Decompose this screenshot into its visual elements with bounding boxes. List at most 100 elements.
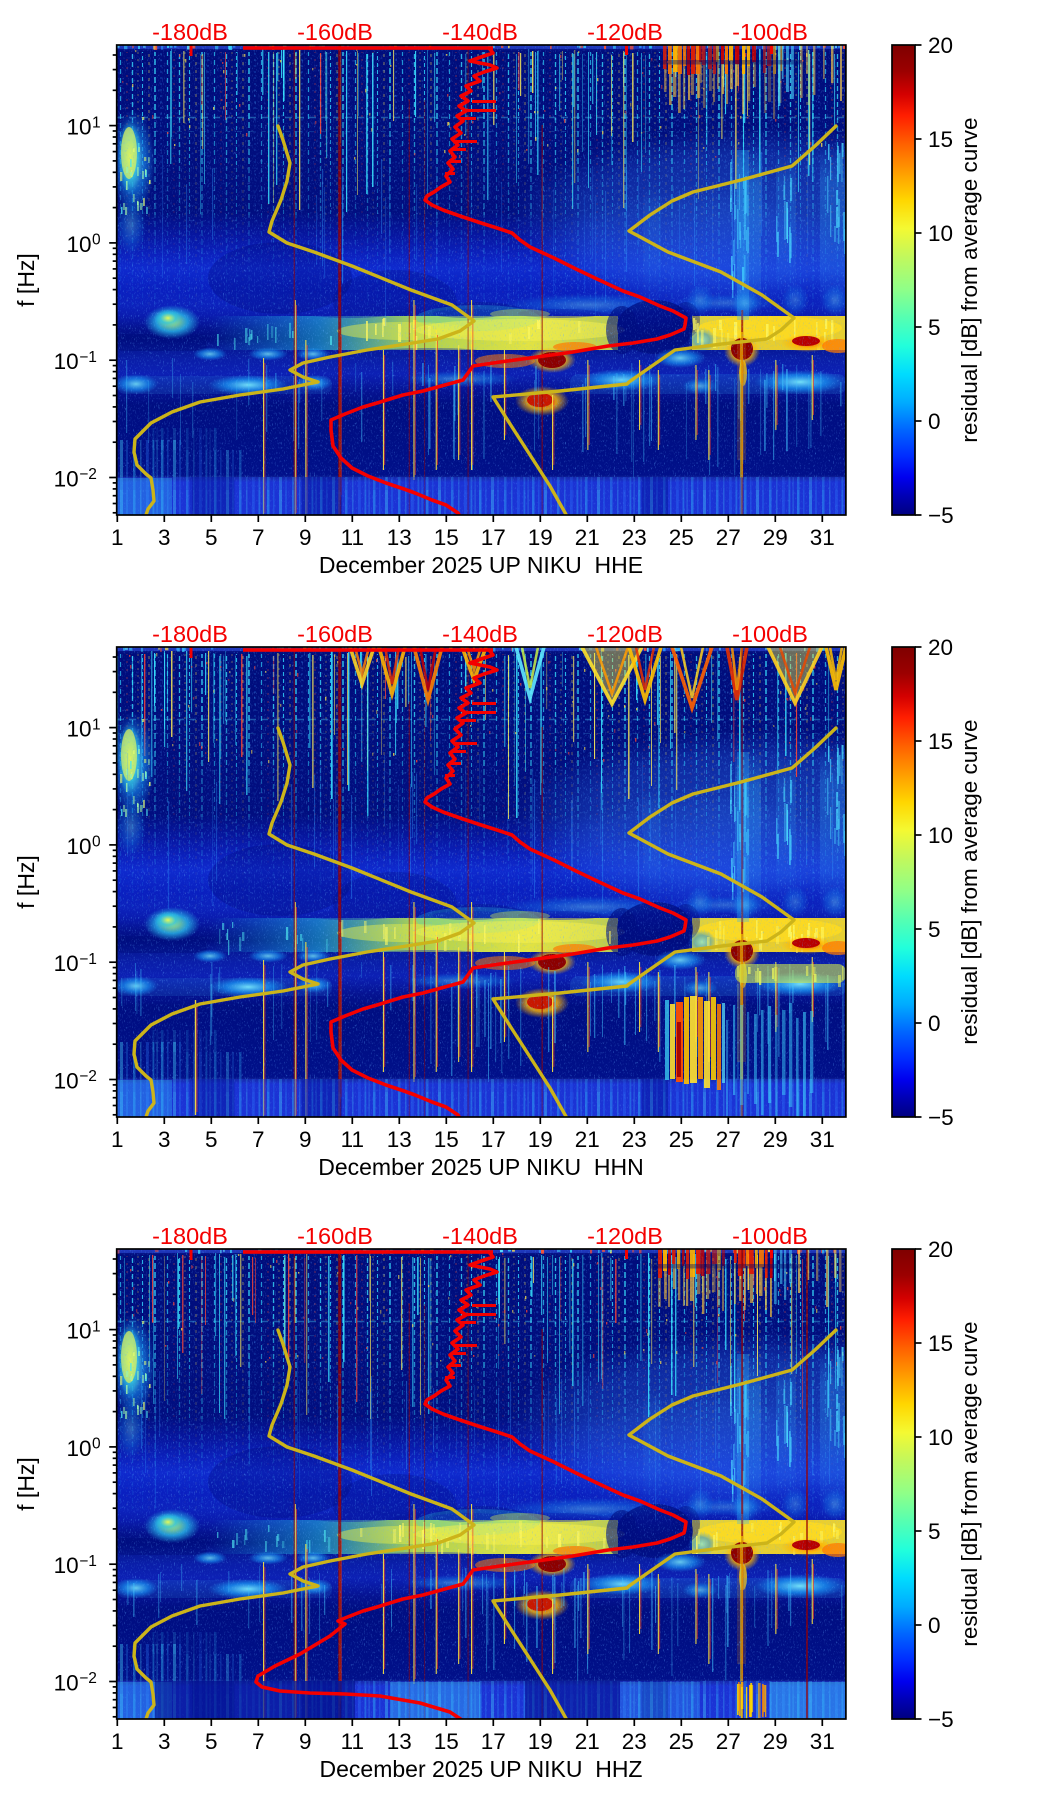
- svg-text:31: 31: [810, 1729, 835, 1754]
- svg-text:−1: −1: [79, 349, 97, 366]
- svg-text:-100dB: -100dB: [732, 621, 808, 647]
- svg-text:1: 1: [111, 1729, 124, 1754]
- svg-text:21: 21: [575, 525, 600, 550]
- svg-text:29: 29: [763, 1729, 788, 1754]
- svg-text:-160dB: -160dB: [297, 621, 373, 647]
- svg-text:15: 15: [928, 1331, 953, 1356]
- svg-text:0: 0: [92, 1436, 101, 1453]
- svg-text:-160dB: -160dB: [297, 1223, 373, 1249]
- svg-text:1: 1: [92, 114, 101, 131]
- svg-text:25: 25: [669, 1729, 694, 1754]
- svg-text:10: 10: [54, 951, 79, 976]
- svg-text:10: 10: [66, 717, 91, 742]
- svg-text:residual [dB] from average cur: residual [dB] from average curve: [957, 117, 982, 442]
- svg-text:5: 5: [928, 917, 941, 942]
- svg-text:−5: −5: [928, 1707, 954, 1732]
- svg-text:1: 1: [111, 525, 124, 550]
- svg-text:3: 3: [158, 525, 171, 550]
- svg-text:9: 9: [299, 1729, 312, 1754]
- svg-text:5: 5: [928, 315, 941, 340]
- svg-text:23: 23: [622, 1729, 647, 1754]
- svg-text:-120dB: -120dB: [587, 621, 663, 647]
- svg-text:11: 11: [341, 1127, 364, 1152]
- svg-text:−1: −1: [79, 1553, 97, 1570]
- svg-text:21: 21: [575, 1127, 600, 1152]
- svg-text:10: 10: [54, 1671, 79, 1696]
- svg-text:0: 0: [92, 834, 101, 851]
- svg-text:0: 0: [92, 232, 101, 249]
- svg-text:-180dB: -180dB: [152, 19, 228, 45]
- svg-text:7: 7: [252, 1127, 265, 1152]
- svg-text:5: 5: [205, 525, 218, 550]
- svg-text:27: 27: [716, 1127, 741, 1152]
- svg-text:-140dB: -140dB: [442, 19, 518, 45]
- svg-text:0: 0: [928, 1011, 941, 1036]
- svg-text:27: 27: [716, 1729, 741, 1754]
- svg-text:1: 1: [92, 716, 101, 733]
- svg-text:10: 10: [66, 232, 91, 257]
- svg-text:3: 3: [158, 1729, 171, 1754]
- svg-text:15: 15: [928, 127, 953, 152]
- svg-text:7: 7: [252, 1729, 265, 1754]
- svg-text:19: 19: [528, 1127, 553, 1152]
- svg-text:23: 23: [622, 1127, 647, 1152]
- svg-text:29: 29: [763, 525, 788, 550]
- svg-text:0: 0: [928, 1613, 941, 1638]
- svg-text:13: 13: [387, 525, 412, 550]
- svg-text:21: 21: [575, 1729, 600, 1754]
- svg-text:10: 10: [928, 823, 953, 848]
- svg-text:−1: −1: [79, 951, 97, 968]
- svg-text:9: 9: [299, 525, 312, 550]
- svg-text:25: 25: [669, 1127, 694, 1152]
- svg-text:−5: −5: [928, 1105, 954, 1130]
- svg-text:13: 13: [387, 1729, 412, 1754]
- svg-text:17: 17: [481, 1729, 506, 1754]
- svg-text:residual [dB] from average cur: residual [dB] from average curve: [957, 1321, 982, 1646]
- svg-text:10: 10: [54, 467, 79, 492]
- svg-text:3: 3: [158, 1127, 171, 1152]
- svg-text:25: 25: [669, 525, 694, 550]
- svg-text:27: 27: [716, 525, 741, 550]
- svg-text:17: 17: [481, 525, 506, 550]
- svg-text:f [Hz]: f [Hz]: [13, 253, 39, 307]
- svg-text:31: 31: [810, 1127, 835, 1152]
- svg-text:10: 10: [54, 1069, 79, 1094]
- svg-text:f [Hz]: f [Hz]: [13, 1457, 39, 1511]
- svg-text:-120dB: -120dB: [587, 19, 663, 45]
- svg-text:−5: −5: [928, 503, 954, 528]
- svg-text:23: 23: [622, 525, 647, 550]
- svg-text:-180dB: -180dB: [152, 1223, 228, 1249]
- svg-text:10: 10: [54, 349, 79, 374]
- svg-text:December 2025 UP NIKU HHN: December 2025 UP NIKU HHN: [318, 1154, 644, 1180]
- svg-text:19: 19: [528, 1729, 553, 1754]
- svg-text:December 2025 UP NIKU HHZ: December 2025 UP NIKU HHZ: [320, 1756, 643, 1782]
- svg-text:9: 9: [299, 1127, 312, 1152]
- svg-text:5: 5: [928, 1519, 941, 1544]
- svg-text:11: 11: [341, 1729, 364, 1754]
- svg-text:10: 10: [66, 1436, 91, 1461]
- svg-text:17: 17: [481, 1127, 506, 1152]
- svg-text:20: 20: [928, 33, 953, 58]
- svg-text:1: 1: [92, 1318, 101, 1335]
- svg-text:10: 10: [66, 115, 91, 140]
- svg-text:0: 0: [928, 409, 941, 434]
- svg-text:1: 1: [111, 1127, 124, 1152]
- svg-text:20: 20: [928, 1237, 953, 1262]
- svg-text:-160dB: -160dB: [297, 19, 373, 45]
- svg-text:-140dB: -140dB: [442, 1223, 518, 1249]
- svg-text:-180dB: -180dB: [152, 621, 228, 647]
- svg-text:-140dB: -140dB: [442, 621, 518, 647]
- svg-text:10: 10: [928, 1425, 953, 1450]
- svg-text:−2: −2: [79, 1670, 97, 1687]
- svg-text:5: 5: [205, 1729, 218, 1754]
- svg-text:-120dB: -120dB: [587, 1223, 663, 1249]
- svg-text:15: 15: [928, 729, 953, 754]
- svg-text:11: 11: [341, 525, 364, 550]
- svg-text:29: 29: [763, 1127, 788, 1152]
- svg-text:December 2025 UP NIKU HHE: December 2025 UP NIKU HHE: [319, 552, 643, 578]
- svg-text:10: 10: [66, 1319, 91, 1344]
- svg-text:31: 31: [810, 525, 835, 550]
- svg-text:7: 7: [252, 525, 265, 550]
- svg-text:-100dB: -100dB: [732, 19, 808, 45]
- svg-text:10: 10: [54, 1553, 79, 1578]
